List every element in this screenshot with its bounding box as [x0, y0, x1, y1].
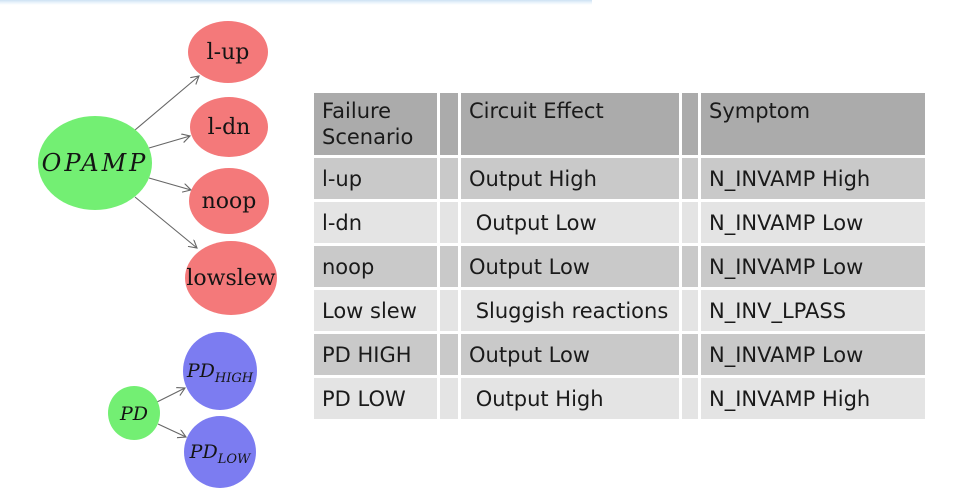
- edge-opamp-noop: [148, 177, 191, 190]
- row5-scenario: PD LOW: [314, 378, 437, 419]
- row4-effect: Output Low: [461, 334, 679, 375]
- pd-high-label: PDHIGH: [186, 360, 254, 386]
- pd-high-label-sub: HIGH: [214, 371, 254, 386]
- row1-effect: Output Low: [461, 202, 679, 243]
- l-up-label: l-up: [207, 40, 250, 65]
- noop-ellipse: [189, 168, 269, 234]
- row3-effect: Sluggish reactions: [461, 290, 679, 331]
- l-up-ellipse: [188, 21, 268, 83]
- node-pd-high: PDHIGH: [183, 332, 257, 410]
- row2-spacer-1: [440, 246, 458, 287]
- row2-spacer-2: [682, 246, 698, 287]
- row3-scenario: Low slew: [314, 290, 437, 331]
- row0-spacer-1: [440, 158, 458, 199]
- row4-symptom: N_INVAMP Low: [701, 334, 925, 375]
- pd-label: PD: [119, 403, 148, 425]
- row5-spacer-1: [440, 378, 458, 419]
- lowslew-ellipse: [185, 241, 277, 315]
- row0-symptom: N_INVAMP High: [701, 158, 925, 199]
- window-top-edge: [0, 0, 592, 5]
- row4-spacer-2: [682, 334, 698, 375]
- node-l-dn: l-dn: [190, 97, 268, 157]
- row5-spacer-2: [682, 378, 698, 419]
- edge-opamp-l-up: [134, 76, 199, 131]
- header-spacer-2: [682, 93, 698, 155]
- row2-symptom: N_INVAMP Low: [701, 246, 925, 287]
- opamp-label: OPAMP: [42, 149, 149, 177]
- row4-spacer-1: [440, 334, 458, 375]
- l-dn-ellipse: [190, 97, 268, 157]
- row0-scenario: l-up: [314, 158, 437, 199]
- row5-symptom: N_INVAMP High: [701, 378, 925, 419]
- header-spacer-1: [440, 93, 458, 155]
- pd-high-label-main: PD: [186, 360, 215, 382]
- lowslew-label: lowslew: [186, 266, 275, 291]
- row3-symptom: N_INV_LPASS: [701, 290, 925, 331]
- row5-effect: Output High: [461, 378, 679, 419]
- node-opamp: OPAMP: [38, 116, 152, 210]
- noop-label: noop: [202, 189, 257, 214]
- failure-table: Failure Scenario Circuit Effect Symptom …: [314, 93, 925, 419]
- opamp-ellipse: [38, 116, 152, 210]
- row4-scenario: PD HIGH: [314, 334, 437, 375]
- row1-spacer-2: [682, 202, 698, 243]
- edge-pd-pdlow: [157, 423, 186, 437]
- row0-effect: Output High: [461, 158, 679, 199]
- node-noop: noop: [189, 168, 269, 234]
- row2-scenario: noop: [314, 246, 437, 287]
- row3-spacer-2: [682, 290, 698, 331]
- pd-low-label-main: PD: [189, 441, 218, 463]
- row2-effect: Output Low: [461, 246, 679, 287]
- row1-scenario: l-dn: [314, 202, 437, 243]
- node-l-up: l-up: [188, 21, 268, 83]
- row1-spacer-1: [440, 202, 458, 243]
- row3-spacer-1: [440, 290, 458, 331]
- pd-low-label: PDLOW: [189, 441, 252, 467]
- pd-low-ellipse: [184, 416, 256, 488]
- fault-tree-diagram: OPAMP l-up l-dn noop lowslew PD PDHIGH: [38, 21, 277, 488]
- edge-opamp-lowslew: [134, 196, 197, 248]
- node-lowslew: lowslew: [185, 241, 277, 315]
- header-symptom: Symptom: [701, 93, 925, 155]
- row0-spacer-2: [682, 158, 698, 199]
- l-dn-label: l-dn: [208, 115, 251, 140]
- pd-high-ellipse: [183, 332, 257, 410]
- header-failure-scenario: Failure Scenario: [314, 93, 437, 155]
- node-pd-low: PDLOW: [184, 416, 256, 488]
- pd-ellipse: [108, 386, 160, 440]
- header-circuit-effect: Circuit Effect: [461, 93, 679, 155]
- node-pd: PD: [108, 386, 160, 440]
- edge-opamp-l-dn: [148, 136, 190, 149]
- row1-symptom: N_INVAMP Low: [701, 202, 925, 243]
- pd-low-label-sub: LOW: [217, 452, 252, 467]
- edge-pd-pdhigh: [156, 388, 185, 403]
